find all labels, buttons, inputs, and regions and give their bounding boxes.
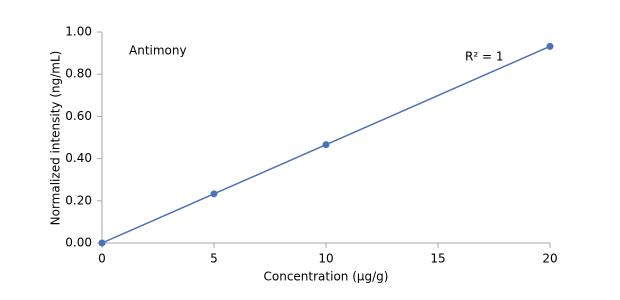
y-tick-label: 0.80 bbox=[65, 67, 92, 81]
x-tick-label: 15 bbox=[430, 252, 445, 266]
x-axis-label: Concentration (µg/g) bbox=[264, 270, 389, 284]
y-tick-label: 1.00 bbox=[65, 25, 92, 39]
line bbox=[101, 45, 551, 244]
x-tick-label: 20 bbox=[542, 252, 557, 266]
x-tick-label: 5 bbox=[210, 252, 218, 266]
y-tick-label: 0.60 bbox=[65, 109, 92, 123]
x-tick-label: 10 bbox=[318, 252, 333, 266]
point bbox=[98, 239, 106, 247]
y-tick-label: 0.00 bbox=[65, 236, 92, 250]
x-tick-label: 0 bbox=[98, 252, 106, 266]
y-tick-label: 0.20 bbox=[65, 193, 92, 207]
annotation: Antimony bbox=[129, 44, 187, 58]
point bbox=[322, 141, 330, 149]
point bbox=[210, 190, 218, 198]
annotation: R² = 1 bbox=[465, 50, 503, 64]
y-axis-label: Normalized intensity (ng/mL) bbox=[49, 51, 63, 226]
y-tick-label: 0.40 bbox=[65, 151, 92, 165]
point bbox=[546, 42, 554, 50]
